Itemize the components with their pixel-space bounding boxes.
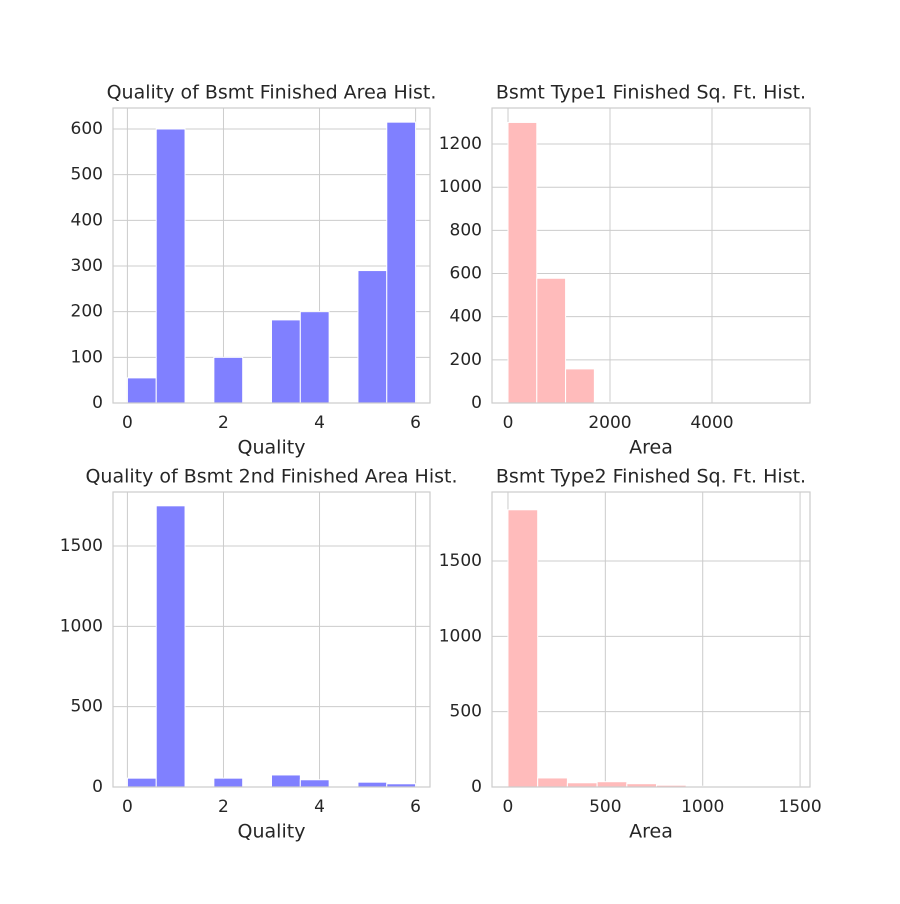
histogram-bar [300, 312, 329, 403]
histogram-bar [567, 783, 597, 787]
histogram-bar [597, 782, 627, 787]
y-tick-label: 500 [71, 697, 103, 717]
chart-title: Bsmt Type2 Finished Sq. Ft. Hist. [496, 466, 806, 488]
histogram-bar [214, 778, 243, 787]
x-axis-label: Area [629, 821, 673, 843]
x-tick-label: 2 [218, 797, 229, 817]
chart-title: Quality of Bsmt Finished Area Hist. [107, 82, 437, 104]
histogram-bar [358, 271, 387, 403]
histogram-bar [538, 778, 568, 787]
y-tick-label: 400 [71, 210, 103, 230]
y-tick-label: 1500 [439, 551, 482, 571]
y-tick-label: 1000 [439, 626, 482, 646]
histogram-bar [387, 122, 416, 403]
histogram-bar [272, 320, 301, 403]
x-axis-label: Quality [238, 437, 306, 459]
x-tick-label: 4 [314, 413, 325, 433]
x-axis-label: Area [629, 437, 673, 459]
histogram-bar [272, 775, 301, 787]
y-tick-label: 500 [71, 165, 103, 185]
y-tick-label: 600 [71, 119, 103, 139]
x-tick-label: 6 [410, 797, 421, 817]
histogram-bar [300, 780, 329, 787]
x-axis-label: Quality [238, 821, 306, 843]
x-tick-label: 2000 [588, 413, 631, 433]
x-tick-label: 1500 [778, 797, 821, 817]
y-tick-label: 200 [450, 350, 482, 370]
y-tick-label: 800 [450, 220, 482, 240]
y-tick-label: 1200 [439, 134, 482, 154]
histogram-bar [358, 782, 387, 787]
x-tick-label: 6 [410, 413, 421, 433]
y-tick-label: 1000 [439, 177, 482, 197]
y-tick-label: 1000 [60, 616, 103, 636]
y-tick-label: 0 [471, 393, 482, 413]
x-tick-label: 2 [218, 413, 229, 433]
y-tick-label: 400 [450, 307, 482, 327]
plot-area [492, 492, 810, 787]
y-tick-label: 500 [450, 702, 482, 722]
y-tick-label: 200 [71, 302, 103, 322]
chart-title: Quality of Bsmt 2nd Finished Area Hist. [85, 466, 457, 488]
x-tick-label: 4000 [690, 413, 733, 433]
x-tick-label: 500 [589, 797, 621, 817]
y-tick-label: 600 [450, 264, 482, 284]
histogram-bar [127, 378, 156, 403]
y-tick-label: 0 [92, 777, 103, 797]
y-tick-label: 1500 [60, 536, 103, 556]
histogram-bar [156, 506, 185, 787]
histogram-bar [537, 278, 566, 403]
histogram-bar [214, 357, 243, 403]
x-tick-label: 0 [503, 413, 514, 433]
x-tick-label: 0 [122, 797, 133, 817]
histogram-bar [508, 122, 537, 403]
x-tick-label: 4 [314, 797, 325, 817]
y-tick-label: 0 [92, 393, 103, 413]
histogram-bar [127, 778, 156, 787]
y-tick-label: 300 [71, 256, 103, 276]
x-tick-label: 0 [503, 797, 514, 817]
x-tick-label: 1000 [681, 797, 724, 817]
histogram-bar [508, 510, 538, 787]
histogram-bar [156, 129, 185, 403]
chart-title: Bsmt Type1 Finished Sq. Ft. Hist. [496, 82, 806, 104]
y-tick-label: 100 [71, 347, 103, 367]
histogram-bar [566, 369, 595, 403]
y-tick-label: 0 [471, 777, 482, 797]
x-tick-label: 0 [122, 413, 133, 433]
